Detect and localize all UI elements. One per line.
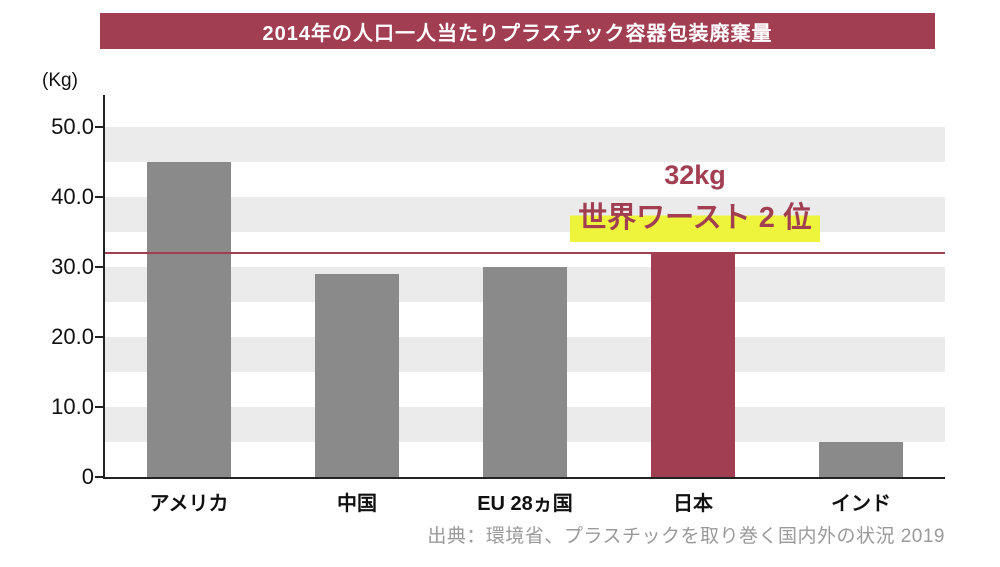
- bars-layer: [105, 95, 945, 477]
- x-axis-line: [103, 477, 945, 479]
- y-tick-mark: [95, 266, 105, 268]
- y-tick-mark: [95, 196, 105, 198]
- y-tick-label: 0: [81, 464, 94, 489]
- y-axis-unit-label: (Kg): [42, 70, 78, 91]
- x-axis-label: インド: [831, 493, 891, 515]
- bar-1: [315, 274, 399, 477]
- y-axis-line: [103, 95, 105, 479]
- reference-line: [105, 252, 945, 254]
- bar-4: [819, 442, 903, 477]
- chart-title-banner: 2014年の人口一人当たりプラスチック容器包装廃棄量: [100, 13, 935, 49]
- y-tick-label: 40.0: [51, 184, 94, 209]
- y-tick-label: 30.0: [51, 254, 94, 279]
- x-axis-label: EU 28ヵ国: [477, 493, 573, 515]
- bar-3: [651, 253, 735, 477]
- y-tick-mark: [95, 336, 105, 338]
- y-tick-mark: [95, 406, 105, 408]
- annotation-value: 32kg: [664, 160, 726, 190]
- y-tick-mark: [95, 126, 105, 128]
- y-tick-label: 10.0: [51, 394, 94, 419]
- y-tick-label: 50.0: [51, 114, 94, 139]
- source-credit: 出典：環境省、プラスチックを取り巻く国内外の状況 2019: [427, 526, 945, 547]
- bar-0: [147, 162, 231, 477]
- annotation-rank: 世界ワースト 2 位: [570, 194, 820, 242]
- annotation: 32kg 世界ワースト 2 位: [545, 160, 845, 242]
- y-tick-mark: [95, 476, 105, 478]
- bar-2: [483, 267, 567, 477]
- x-axis-label: アメリカ: [149, 493, 229, 515]
- x-axis-label: 中国: [337, 493, 377, 515]
- y-tick-label: 20.0: [51, 324, 94, 349]
- x-axis-label: 日本: [673, 493, 713, 515]
